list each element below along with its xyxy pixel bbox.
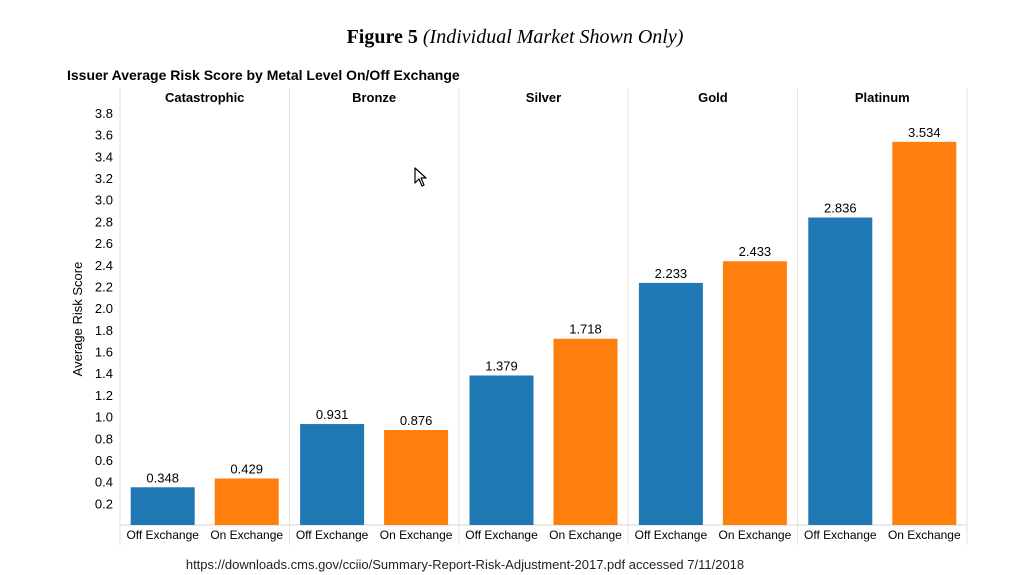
bar [892,141,957,525]
y-tick-label: 1.4 [95,366,113,381]
figure-number: Figure 5 [346,26,418,48]
y-tick-label: 2.8 [95,214,113,229]
y-tick-label: 3.4 [95,149,113,164]
figure-heading: Figure 5 (Individual Market Shown Only) [0,26,1030,49]
y-tick-label: 3.6 [95,128,113,143]
bar [384,430,449,525]
bar-value-label: 3.534 [908,125,941,140]
x-tick-label: Off Exchange [804,528,877,542]
y-tick-label: 3.0 [95,193,113,208]
figure-note: (Individual Market Shown Only) [422,26,684,48]
group-header: Catastrophic [165,90,244,105]
x-tick-label: On Exchange [380,528,453,542]
x-tick-label: On Exchange [888,528,961,542]
bar-value-label: 2.233 [655,266,688,281]
y-tick-label: 3.8 [95,106,113,121]
bar-value-label: 2.836 [824,201,857,216]
bar [130,487,195,525]
y-tick-label: 0.2 [95,496,113,511]
bar-value-label: 1.379 [485,358,518,373]
y-tick-label: 2.6 [95,236,113,251]
mouse-pointer-icon [414,167,427,187]
y-tick-label: 3.2 [95,171,113,186]
x-tick-label: On Exchange [549,528,622,542]
x-tick-label: Off Exchange [126,528,199,542]
group-header: Silver [526,90,561,105]
group-header: Platinum [855,90,910,105]
group-header: Bronze [352,90,396,105]
group-header: Gold [698,90,728,105]
bar [553,338,618,525]
bar-value-label: 0.876 [400,413,433,428]
bar [300,424,365,525]
bar [722,261,787,525]
x-tick-label: Off Exchange [296,528,369,542]
bar-value-label: 1.718 [569,322,602,337]
y-axis-label: Average Risk Score [70,262,85,377]
x-tick-label: Off Exchange [465,528,538,542]
y-tick-label: 2.2 [95,279,113,294]
y-tick-label: 0.6 [95,453,113,468]
y-tick-label: 1.6 [95,345,113,360]
chart-title: Issuer Average Risk Score by Metal Level… [67,67,460,83]
y-tick-label: 2.4 [95,258,113,273]
bar [808,217,873,526]
bar-value-label: 0.931 [316,407,349,422]
y-tick-label: 1.0 [95,410,113,425]
bar-value-label: 0.348 [146,470,179,485]
bar [214,478,279,525]
y-tick-label: 0.8 [95,431,113,446]
bar [469,375,534,525]
x-tick-label: On Exchange [719,528,792,542]
x-tick-label: On Exchange [210,528,283,542]
chart-area: Issuer Average Risk Score by Metal Level… [67,67,968,545]
source-note: https://downloads.cms.gov/cciio/Summary-… [185,557,745,572]
bar-value-label: 0.429 [230,461,263,476]
bar [638,282,703,525]
x-tick-label: Off Exchange [635,528,708,542]
y-tick-label: 2.0 [95,301,113,316]
y-tick-label: 1.2 [95,388,113,403]
y-tick-label: 1.8 [95,323,113,338]
bar-value-label: 2.433 [739,244,772,259]
y-tick-label: 0.4 [95,475,113,490]
